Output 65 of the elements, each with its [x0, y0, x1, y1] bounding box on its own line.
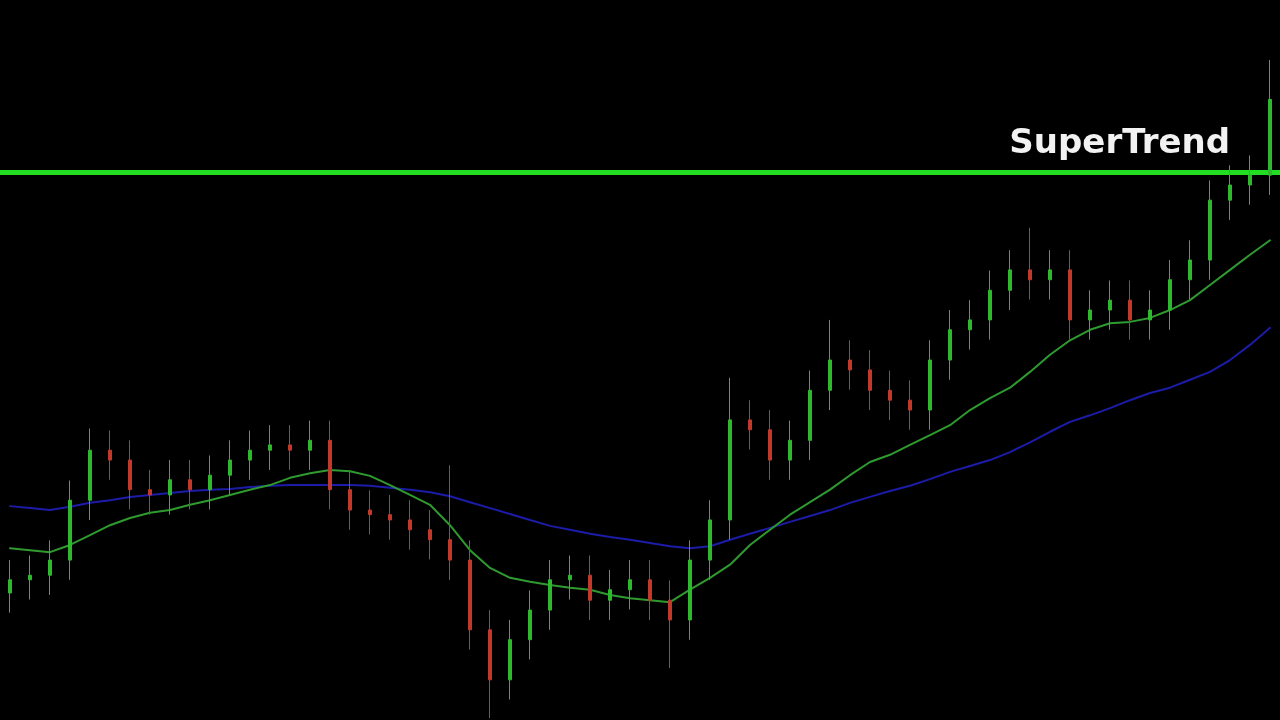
- candlestick: [28, 554, 32, 601]
- candlestick: [988, 270, 992, 341]
- candlestick: [668, 579, 672, 669]
- candlestick: [568, 554, 572, 601]
- candlestick: [648, 559, 652, 621]
- candlestick: [8, 559, 12, 614]
- candlestick: [468, 539, 472, 651]
- candlestick: [68, 479, 72, 581]
- candlestick: [208, 454, 212, 510]
- candlestick: [928, 339, 932, 431]
- candlestick: [528, 589, 532, 660]
- candlestick: [1208, 179, 1212, 281]
- candlestick: [768, 409, 772, 481]
- candlestick: [308, 420, 312, 471]
- candlestick: [1268, 59, 1272, 196]
- candlestick: [708, 499, 712, 581]
- candlestick: [508, 619, 512, 701]
- candlestick: [968, 299, 972, 351]
- candlestick: [48, 539, 52, 596]
- candlestick: [1128, 279, 1132, 341]
- candlestick: [728, 377, 732, 541]
- candlestick: [628, 559, 632, 610]
- candlestick: [108, 429, 112, 481]
- candlestick: [1028, 227, 1032, 301]
- candlestick: [228, 439, 232, 496]
- candlestick: [948, 309, 952, 381]
- candlestick: [168, 459, 172, 516]
- candlestick: [888, 370, 892, 421]
- candlestick: [1048, 249, 1052, 301]
- candlestick: [348, 469, 352, 531]
- candlestick: [848, 339, 852, 391]
- candlestick: [608, 569, 612, 621]
- candlestick: [268, 424, 272, 471]
- candlestick: [1248, 154, 1252, 206]
- candlestick: [388, 494, 392, 541]
- candlestick: [1108, 279, 1112, 331]
- candlestick: [288, 424, 292, 471]
- candlestick: [868, 349, 872, 411]
- candlestick: [408, 499, 412, 551]
- candlestick: [588, 554, 592, 621]
- candlestick: [748, 399, 752, 451]
- candlestick: [428, 509, 432, 560]
- candlestick: [328, 420, 332, 510]
- candlestick: [828, 319, 832, 411]
- candlestick: [148, 469, 152, 516]
- candlestick: [688, 539, 692, 641]
- candlestick: [908, 379, 912, 431]
- candlestick: [448, 464, 452, 581]
- candlestick: [368, 489, 372, 535]
- candlestick: [128, 439, 132, 510]
- candlestick: [1228, 164, 1232, 221]
- candlestick: [88, 427, 92, 521]
- candlestick: [488, 609, 492, 719]
- candlestick: [1188, 239, 1192, 301]
- candlestick: [808, 370, 812, 461]
- candlestick: [1008, 249, 1012, 311]
- candlestick: [1068, 249, 1072, 341]
- candlestick: [548, 559, 552, 631]
- ref-line-label: SuperTrend: [1009, 120, 1230, 161]
- candlestick: [1088, 289, 1092, 341]
- candlestick: [788, 420, 792, 481]
- candlestick: [248, 429, 252, 481]
- candlestick: [1148, 289, 1152, 341]
- candlestick: [188, 459, 192, 510]
- candlestick: [1168, 259, 1172, 331]
